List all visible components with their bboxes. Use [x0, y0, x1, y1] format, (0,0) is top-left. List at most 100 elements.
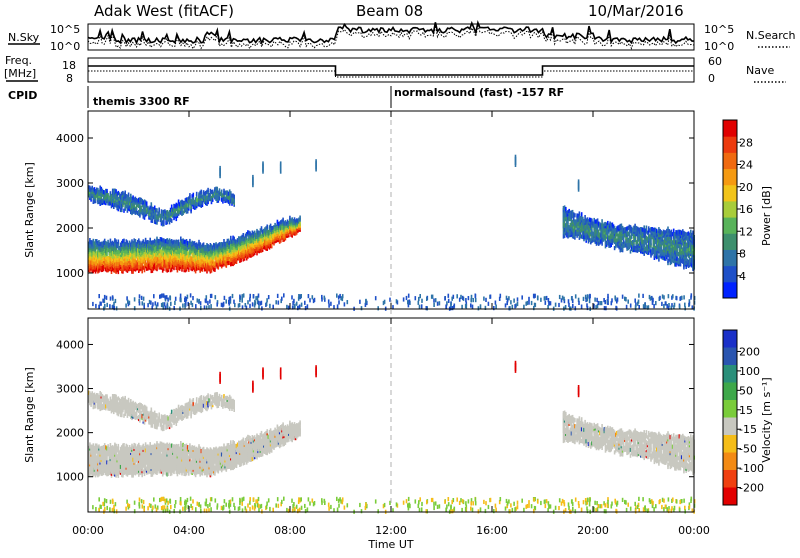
- power-cell: [646, 250, 649, 255]
- power-cell: [582, 216, 584, 221]
- power-cell: [232, 197, 234, 202]
- power-cell: [594, 219, 597, 224]
- power-cell: [213, 255, 215, 260]
- power-cell: [174, 212, 176, 217]
- power-cell: [92, 265, 95, 270]
- power-cell: [569, 231, 572, 236]
- power-cell: [148, 207, 150, 212]
- power-cell: [261, 229, 264, 234]
- power-cell: [191, 194, 193, 199]
- velocity-cell: [92, 469, 95, 474]
- power-cell: [684, 231, 686, 236]
- power-cell: [637, 237, 640, 242]
- power-cell: [611, 234, 614, 239]
- power-cell: [249, 235, 251, 240]
- power-cell: [273, 233, 275, 238]
- power-speckle: [260, 300, 263, 305]
- power-cell: [207, 200, 209, 205]
- power-cell: [190, 244, 192, 249]
- power-cell: [277, 232, 280, 237]
- power-cell: [570, 214, 573, 219]
- power-cell: [249, 247, 251, 252]
- power-speckle: [521, 295, 523, 300]
- power-cell: [150, 202, 153, 207]
- power-cell: [580, 234, 583, 239]
- power-cell: [122, 190, 124, 196]
- power-speckle: [166, 305, 169, 310]
- power-speckle: [474, 298, 477, 303]
- power-cell: [244, 239, 247, 244]
- power-cell: [675, 240, 677, 245]
- power-cell: [291, 217, 293, 222]
- velocity-cell: [105, 445, 107, 450]
- power-speckle: [528, 300, 530, 305]
- power-cell: [167, 239, 170, 244]
- power-speckle: [624, 296, 626, 301]
- power-cell: [594, 225, 597, 230]
- power-speckle: [436, 301, 439, 306]
- cpid-row: CPID themis 3300 RF normalsound (fast) -…: [8, 86, 564, 108]
- power-speckle: [547, 305, 549, 310]
- power-cell: [629, 235, 632, 240]
- power-speckle: [99, 301, 101, 306]
- power-cell: [177, 199, 180, 204]
- power-cell: [682, 229, 684, 234]
- power-cell: [286, 223, 289, 228]
- power-cell: [233, 194, 235, 199]
- power-cell: [165, 255, 167, 260]
- power-cell: [251, 252, 254, 257]
- power-speckle: [336, 304, 339, 309]
- power-cell: [570, 222, 573, 227]
- power-cell: [186, 197, 189, 202]
- power-cell: [205, 197, 207, 202]
- power-cell: [189, 247, 191, 252]
- power-cell: [230, 246, 232, 251]
- power-cell: [151, 206, 154, 211]
- power-speckle: [265, 301, 268, 306]
- velocity-cell: [102, 445, 105, 450]
- power-speckle: [234, 303, 236, 308]
- velocity-cell: [98, 444, 100, 449]
- velocity-cell: [119, 464, 122, 469]
- power-speckle: [679, 296, 681, 301]
- power-speckle: [563, 299, 566, 304]
- power-cell: [166, 216, 168, 221]
- power-sparse: [252, 181, 254, 186]
- power-cell: [174, 250, 176, 255]
- power-speckle: [433, 298, 435, 303]
- power-cell: [115, 193, 117, 198]
- power-cell: [690, 262, 692, 267]
- power-speckle: [162, 302, 164, 307]
- power-cell: [225, 198, 228, 203]
- power-cell: [100, 199, 103, 204]
- power-cell: [591, 222, 593, 227]
- power-cell: [161, 268, 164, 273]
- power-speckle: [190, 300, 192, 305]
- power-speckle: [333, 305, 335, 310]
- power-cell: [96, 251, 98, 256]
- power-cell: [138, 244, 140, 249]
- power-speckle: [487, 301, 490, 306]
- power-cell: [591, 236, 593, 241]
- power-cell: [138, 252, 140, 257]
- power-speckle: [560, 298, 563, 303]
- power-cell: [90, 240, 92, 245]
- power-cell: [186, 203, 189, 208]
- power-cell: [135, 198, 138, 203]
- power-speckle: [655, 301, 657, 306]
- power-cell: [574, 219, 576, 224]
- power-cell: [690, 229, 692, 234]
- power-cell: [182, 250, 184, 255]
- power-cell: [663, 230, 666, 235]
- power-speckle: [564, 305, 567, 310]
- power-speckle: [287, 305, 290, 310]
- power-cell: [619, 223, 622, 229]
- power-cell: [671, 232, 674, 237]
- power-speckle: [513, 298, 515, 303]
- power-speckle: [563, 296, 565, 301]
- power-cell: [274, 237, 276, 242]
- power-cell: [666, 249, 668, 254]
- power-cell: [135, 260, 138, 265]
- power-speckle: [340, 296, 342, 301]
- power-cell: [121, 195, 123, 200]
